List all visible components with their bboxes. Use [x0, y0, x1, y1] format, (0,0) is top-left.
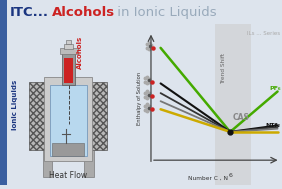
Text: ITC...: ITC...	[10, 6, 49, 19]
Text: ILs ... Series: ILs ... Series	[247, 31, 281, 36]
Text: Heat Flow: Heat Flow	[49, 171, 87, 180]
Bar	[0, 0, 7, 24]
Bar	[44, 77, 92, 161]
Text: Trend Shift: Trend Shift	[221, 53, 226, 84]
Bar	[0, 24, 7, 185]
Text: Alcohols: Alcohols	[77, 36, 83, 69]
Bar	[29, 82, 48, 150]
Bar	[60, 48, 78, 53]
Text: PF₆: PF₆	[269, 86, 281, 91]
Bar	[84, 148, 94, 177]
Text: CAS: CAS	[233, 113, 250, 122]
Bar	[50, 85, 87, 156]
Bar	[62, 53, 75, 85]
Bar	[66, 40, 70, 44]
Text: 6: 6	[229, 173, 233, 178]
Text: Enthalpy of Solution: Enthalpy of Solution	[137, 71, 142, 125]
Text: Ionic Liquids: Ionic Liquids	[12, 79, 18, 129]
Bar	[52, 143, 84, 156]
Bar	[43, 148, 52, 177]
Bar	[215, 24, 251, 185]
Text: Number C , N: Number C , N	[188, 176, 228, 181]
Text: Alcohols: Alcohols	[52, 6, 115, 19]
Bar	[64, 58, 73, 83]
Text: in Ionic Liquids: in Ionic Liquids	[113, 6, 216, 19]
Bar	[64, 44, 73, 49]
Bar	[89, 82, 107, 150]
Text: NTf₂: NTf₂	[266, 123, 281, 128]
